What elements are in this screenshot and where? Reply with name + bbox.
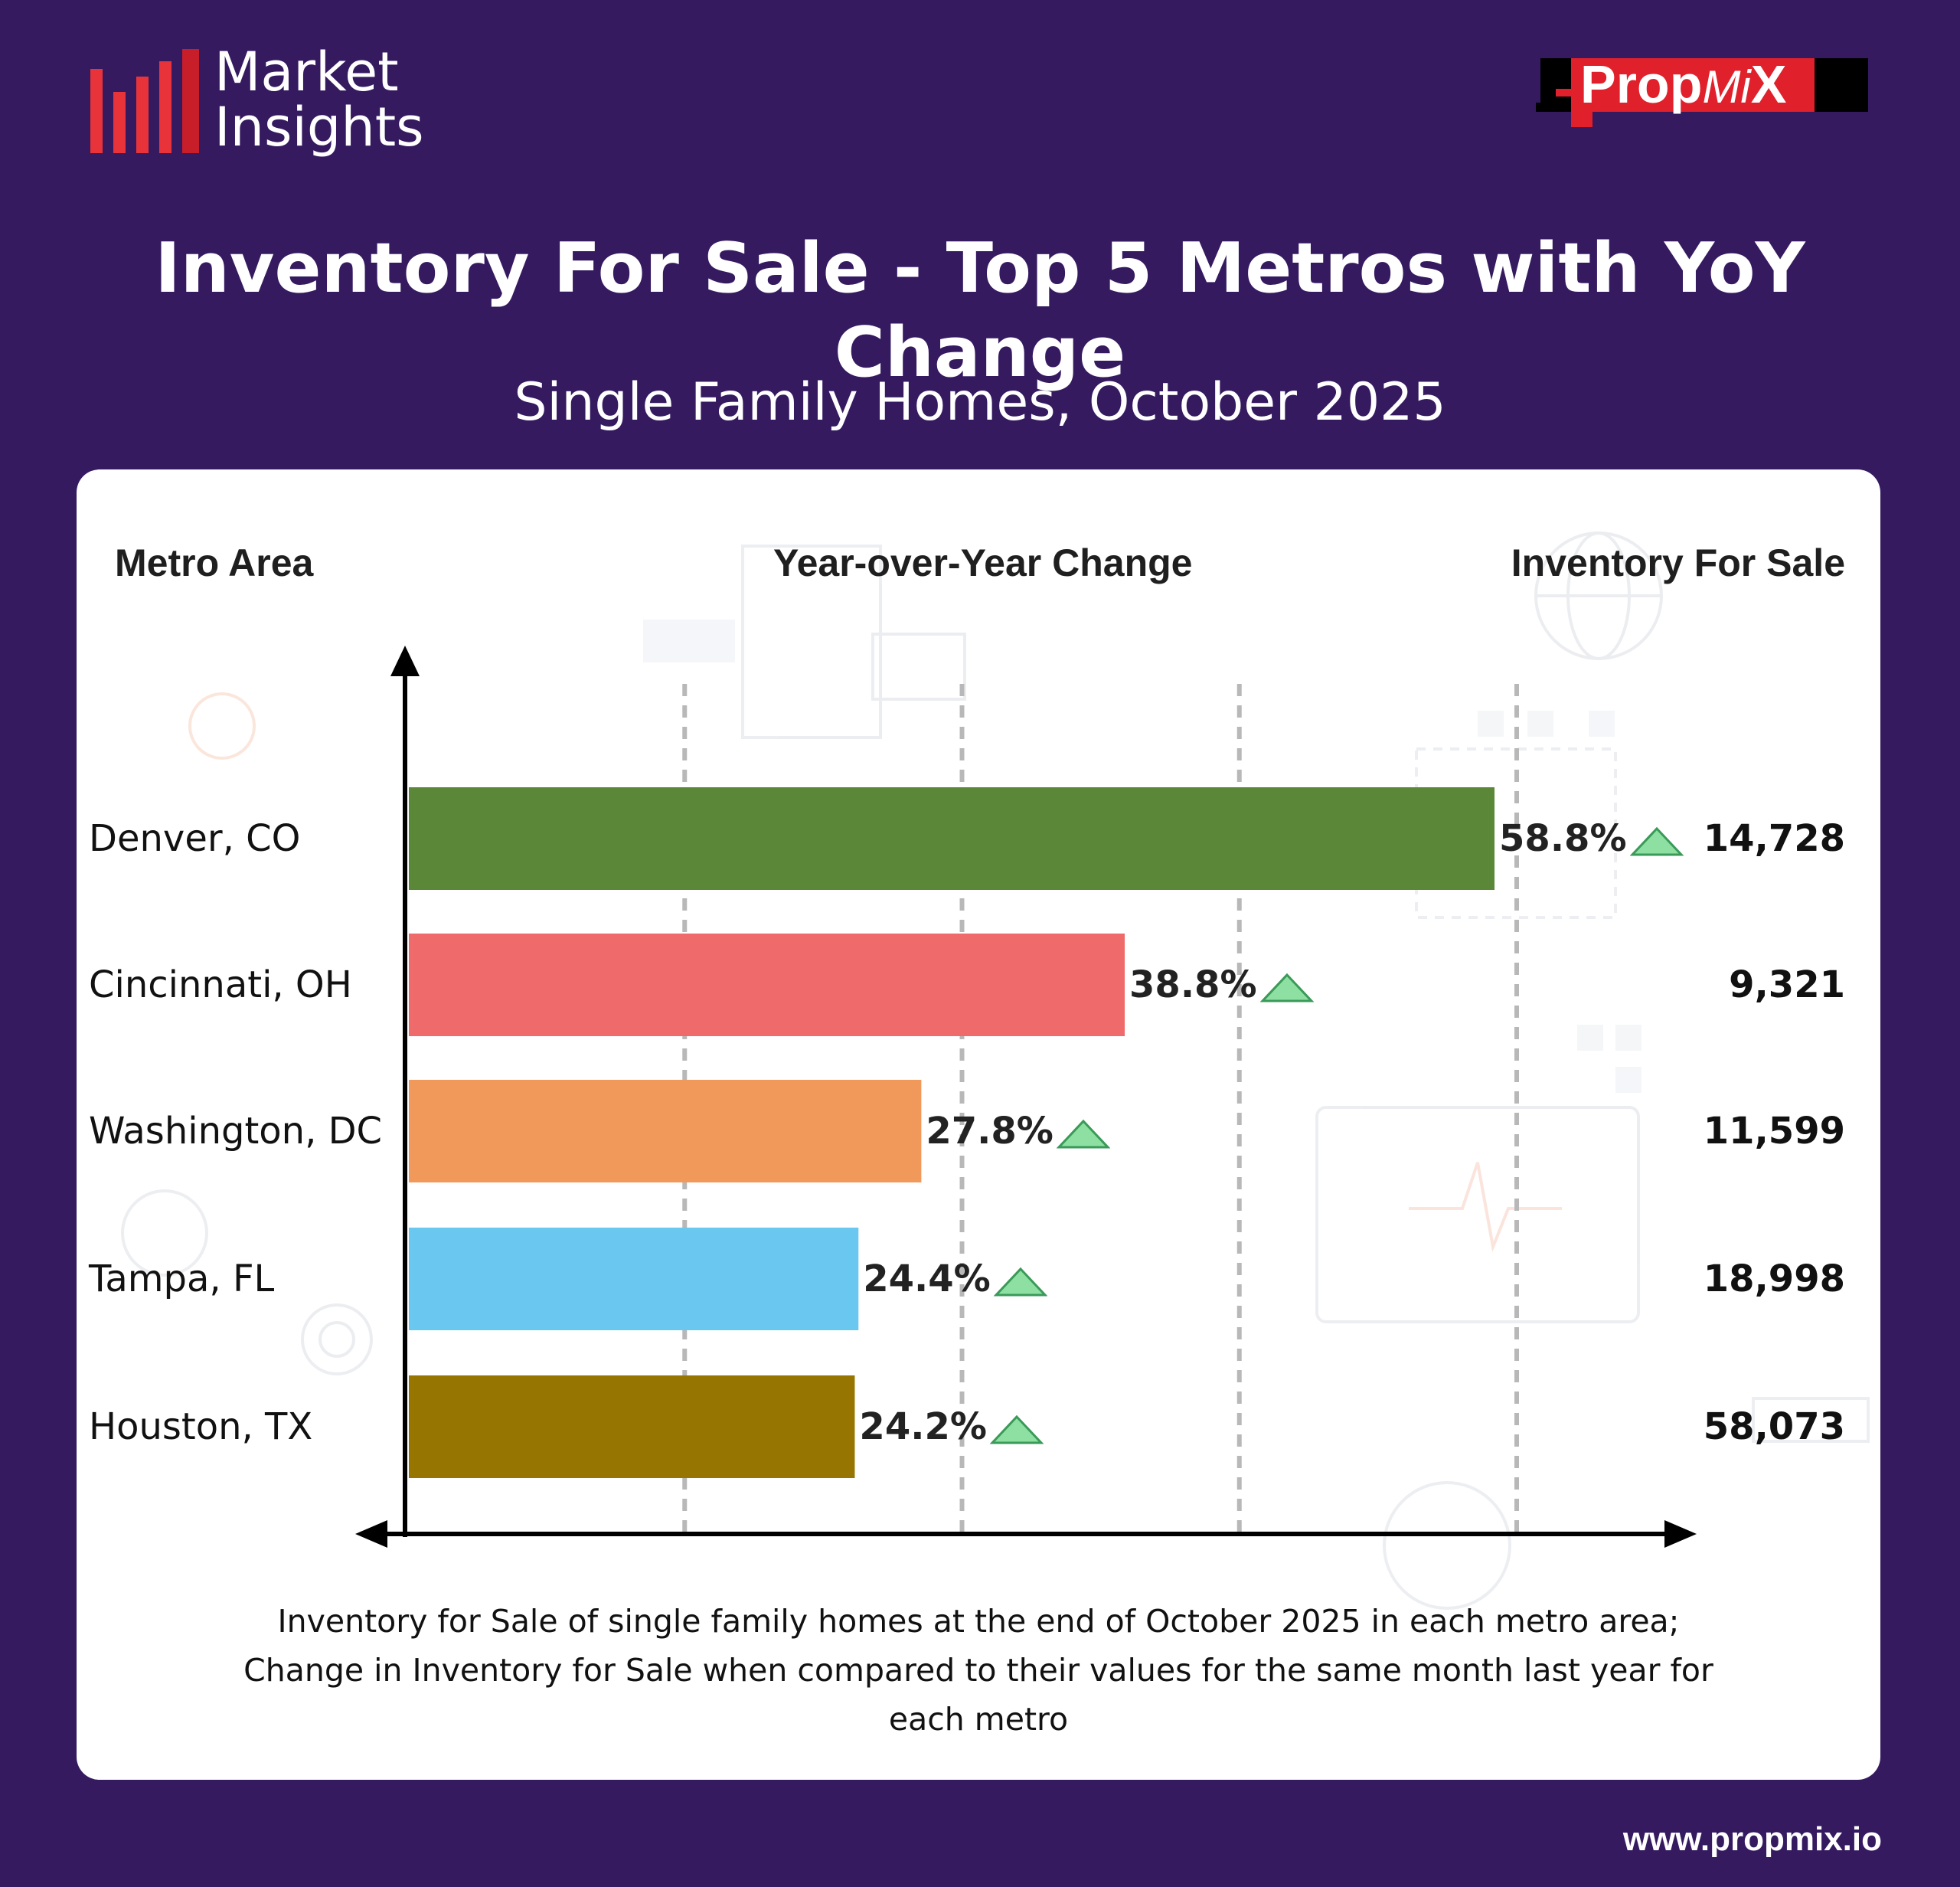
brand-wordmark: PropMiX bbox=[1580, 54, 1787, 114]
inventory-column-header: Inventory For Sale bbox=[1511, 541, 1845, 584]
market-insights-logo: Market Insights bbox=[90, 44, 458, 167]
y-axis-arrow-icon bbox=[390, 646, 420, 676]
page-title: Inventory For Sale - Top 5 Metros with Y… bbox=[155, 228, 1805, 393]
yoy-change-label: 24.2% bbox=[859, 1405, 987, 1448]
bar bbox=[409, 787, 1495, 890]
up-triangle-icon bbox=[1260, 973, 1315, 1002]
bar-chart-logo-icon bbox=[90, 49, 199, 153]
metro-label: Tampa, FL bbox=[89, 1257, 275, 1300]
up-triangle-icon bbox=[1057, 1119, 1111, 1149]
inventory-value: 14,728 bbox=[1703, 817, 1845, 860]
decorative-background-icons bbox=[121, 531, 1870, 1610]
inventory-value: 11,599 bbox=[1703, 1110, 1845, 1153]
footnote-line-1: Inventory for Sale of single family home… bbox=[277, 1603, 1680, 1640]
page-subtitle: Single Family Homes, October 2025 bbox=[514, 372, 1446, 433]
footnote-line-2: Change in Inventory for Sale when compar… bbox=[243, 1652, 1713, 1689]
footnote: Inventory for Sale of single family home… bbox=[191, 1597, 1766, 1744]
inventory-value: 58,073 bbox=[1703, 1405, 1845, 1448]
logo-line-1: Market bbox=[214, 41, 399, 103]
bar bbox=[409, 1375, 855, 1478]
metro-label: Houston, TX bbox=[89, 1405, 313, 1448]
yoy-change-label: 58.8% bbox=[1499, 817, 1627, 860]
bar bbox=[409, 1228, 859, 1330]
x-axis-right-arrow-icon bbox=[1664, 1520, 1697, 1548]
yoy-column-header: Year-over-Year Change bbox=[773, 541, 1193, 584]
logo-line-2: Insights bbox=[214, 96, 424, 159]
inventory-value: 18,998 bbox=[1703, 1257, 1845, 1300]
bar bbox=[409, 934, 1125, 1036]
chart-card: Metro Area Year-over-Year Change Invento… bbox=[77, 469, 1880, 1780]
website-url: www.propmix.io bbox=[1622, 1820, 1882, 1858]
yoy-change-label: 38.8% bbox=[1129, 963, 1257, 1006]
metro-column-header: Metro Area bbox=[115, 541, 314, 584]
up-triangle-icon bbox=[990, 1414, 1044, 1444]
up-triangle-icon bbox=[994, 1267, 1048, 1297]
logo-text: Market Insights bbox=[214, 44, 424, 155]
propmix-brand-logo: PropMiX bbox=[1536, 54, 1870, 130]
up-triangle-icon bbox=[1630, 826, 1684, 856]
yoy-change-label: 27.8% bbox=[926, 1110, 1054, 1153]
x-axis-left-arrow-icon bbox=[355, 1520, 387, 1548]
metro-label: Washington, DC bbox=[89, 1110, 383, 1153]
footnote-line-3: each metro bbox=[888, 1701, 1069, 1738]
metro-label: Denver, CO bbox=[89, 817, 301, 860]
inventory-value: 9,321 bbox=[1729, 963, 1845, 1006]
yoy-bar-chart bbox=[355, 646, 1697, 1548]
yoy-change-label: 24.4% bbox=[863, 1257, 991, 1300]
metro-label: Cincinnati, OH bbox=[89, 963, 352, 1006]
bar bbox=[409, 1080, 922, 1182]
